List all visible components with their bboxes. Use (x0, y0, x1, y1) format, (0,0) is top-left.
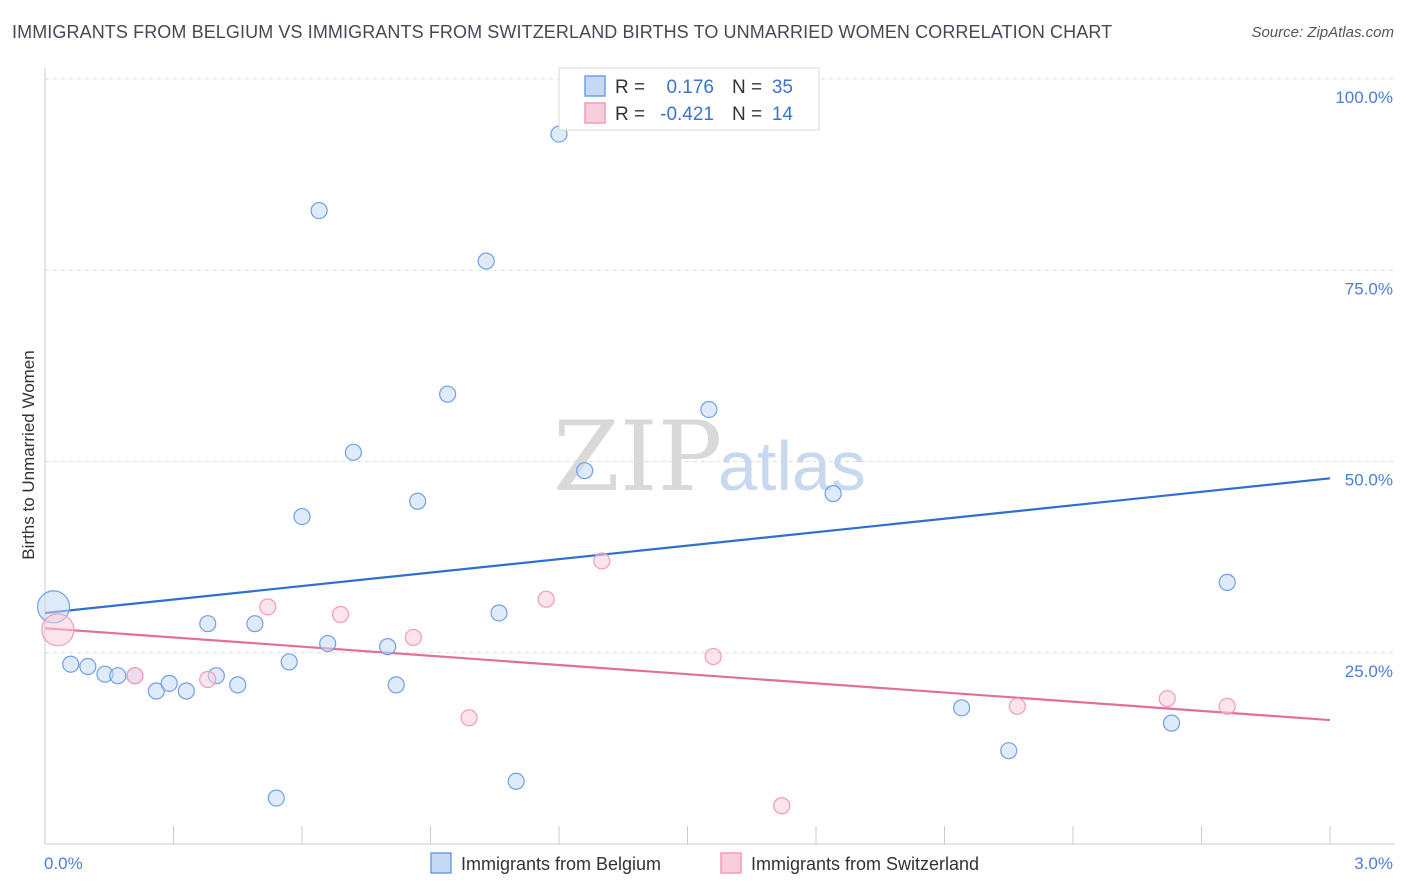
x-tick-label-0: 0.0% (44, 854, 83, 873)
legend-swatch-switzerland (584, 102, 606, 124)
chart-title: IMMIGRANTS FROM BELGIUM VS IMMIGRANTS FR… (12, 22, 1113, 42)
legend-r-label-switzerland: R = (615, 104, 645, 125)
trend-lines (44, 477, 1331, 722)
axes (44, 68, 1395, 845)
point-belgium-30 (824, 485, 842, 503)
point-switzerland-8 (593, 552, 611, 570)
legend-r-label-belgium: R = (615, 77, 645, 98)
y-tick-label-2: 50.0% (1345, 471, 1393, 490)
point-belgium-21 (409, 492, 427, 510)
point-belgium-14 (280, 653, 298, 671)
bottom-legend-label-switzerland: Immigrants from Switzerland (751, 854, 979, 874)
legend-n-value-switzerland: 14 (772, 104, 794, 125)
point-belgium-18 (344, 443, 362, 461)
watermark-zip: ZIP (553, 401, 722, 513)
point-switzerland-4 (331, 605, 350, 624)
bottom-legend-swatch-belgium (430, 852, 452, 874)
point-belgium-8 (177, 682, 195, 700)
point-belgium-23 (477, 252, 495, 270)
point-belgium-34 (1218, 573, 1236, 591)
point-belgium-22 (439, 385, 457, 403)
point-belgium-9 (199, 615, 217, 633)
legend-n-label-belgium: N = (732, 77, 762, 98)
bottom-legend: Immigrants from Belgium Immigrants from … (430, 852, 979, 874)
point-switzerland-13 (1218, 697, 1236, 715)
point-switzerland-0 (41, 613, 75, 647)
point-belgium-33 (1162, 714, 1181, 732)
point-switzerland-6 (460, 709, 478, 727)
point-switzerland-5 (404, 628, 422, 647)
bottom-legend-swatch-switzerland (720, 852, 742, 874)
legend-r-value-belgium: 0.176 (666, 77, 714, 98)
point-switzerland-3 (259, 598, 277, 616)
y-tick-label-1: 75.0% (1345, 279, 1393, 298)
point-belgium-4 (109, 667, 127, 685)
point-belgium-11 (229, 676, 247, 694)
trend-line-belgium (44, 477, 1331, 615)
point-switzerland-2 (199, 670, 217, 689)
point-belgium-7 (160, 674, 178, 692)
point-belgium-13 (267, 789, 285, 807)
point-belgium-16 (310, 201, 328, 220)
point-switzerland-7 (537, 590, 555, 608)
point-switzerland-12 (1158, 690, 1176, 708)
point-belgium-32 (1000, 742, 1018, 760)
point-belgium-1 (62, 655, 80, 673)
point-switzerland-10 (773, 797, 791, 815)
watermark-atlas: atlas (718, 427, 866, 505)
point-belgium-25 (507, 772, 525, 790)
legend-n-value-belgium: 35 (772, 77, 793, 98)
grid-lines (45, 78, 1395, 654)
point-belgium-12 (246, 615, 264, 633)
x-tick-labels: 0.0% 3.0% (44, 854, 1393, 873)
point-belgium-2 (79, 657, 97, 676)
y-tick-label-0: 100.0% (1335, 88, 1393, 107)
y-axis-label: Births to Unmarried Women (19, 350, 38, 559)
point-belgium-28 (700, 400, 718, 419)
legend-r-value-switzerland: -0.421 (660, 104, 714, 125)
point-belgium-6 (147, 682, 165, 700)
source-label: Source: ZipAtlas.com (1251, 24, 1394, 41)
point-belgium-27 (576, 462, 594, 480)
point-belgium-17 (319, 634, 337, 653)
data-points (36, 70, 1236, 815)
point-belgium-24 (490, 604, 508, 622)
legend-swatch-belgium (584, 75, 606, 97)
x-tick-label-1: 3.0% (1354, 854, 1393, 873)
y-tick-label-3: 25.0% (1345, 662, 1393, 681)
point-belgium-31 (953, 699, 971, 717)
point-belgium-15 (293, 507, 311, 526)
legend-n-label-switzerland: N = (732, 104, 762, 125)
y-tick-labels: 100.0% 75.0% 50.0% 25.0% (1335, 88, 1393, 681)
point-switzerland-9 (704, 647, 722, 666)
point-belgium-20 (387, 676, 405, 694)
bottom-legend-label-belgium: Immigrants from Belgium (461, 854, 661, 874)
point-switzerland-11 (1008, 697, 1026, 715)
trend-line-switzerland (44, 627, 1331, 722)
point-switzerland-1 (126, 667, 144, 685)
point-belgium-19 (379, 638, 397, 656)
legend-box: R = 0.176 N = 35 R = -0.421 N = 14 (558, 67, 820, 131)
